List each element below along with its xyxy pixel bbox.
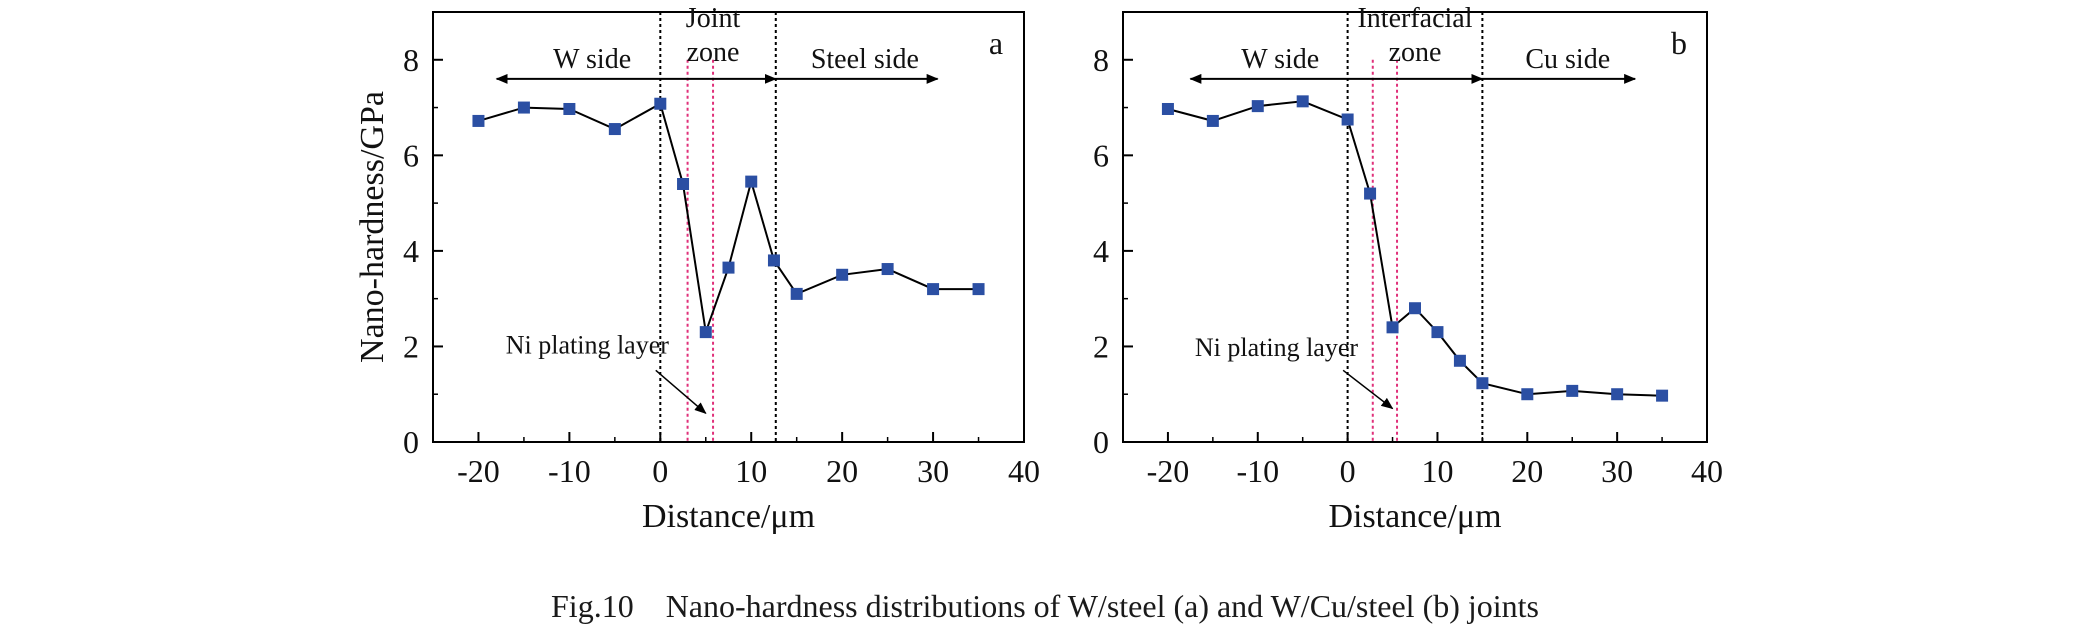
y-tick-label: 6 (403, 137, 419, 173)
data-point (1161, 102, 1174, 115)
x-tick-label: -20 (457, 453, 500, 489)
region-label: W side (1241, 44, 1319, 75)
data-point (1364, 187, 1377, 200)
region-label: zone (687, 37, 740, 68)
chart-panel-b: -20 -10 0 10 20 30 40 0 2 4 6 8 Distance/μm W side Int… (1093, 3, 1723, 535)
x-tick-label: 40 (1008, 453, 1040, 489)
data-point (563, 102, 576, 115)
data-point (1611, 388, 1624, 401)
data-point (654, 97, 667, 110)
y-tick-label: 8 (403, 42, 419, 78)
figure-caption: Fig.10 Nano-hardness distributions of W/… (551, 588, 1539, 624)
panel-label: a (989, 25, 1003, 61)
data-point (881, 263, 894, 276)
annotation-arrow (1342, 369, 1394, 410)
data-point (1431, 326, 1444, 339)
region-label: W side (553, 44, 631, 75)
region-label: Joint (686, 3, 741, 34)
y-axis-label: Nano-hardness/GPa (354, 91, 391, 363)
data-point (608, 123, 621, 136)
data-point (699, 326, 712, 339)
plot-frame (1122, 11, 1708, 443)
data-point (1521, 388, 1534, 401)
y-tick-label: 4 (1093, 233, 1109, 269)
data-point (722, 261, 735, 274)
data-point (972, 283, 985, 296)
data-point (1206, 114, 1219, 127)
data-point (1656, 389, 1669, 402)
y-tick-label: 4 (403, 233, 419, 269)
y-tick-label: 0 (1093, 424, 1109, 460)
x-tick-label: 30 (917, 453, 949, 489)
annotation-arrow (655, 369, 707, 414)
x-tick-label: 20 (1511, 453, 1543, 489)
data-point (1296, 95, 1309, 108)
data-point (745, 175, 758, 188)
data-point (677, 178, 690, 190)
annotation-text: Ni plating layer (506, 331, 670, 360)
x-tick-label: 20 (826, 453, 858, 489)
data-point (927, 283, 940, 296)
data-point (1341, 113, 1354, 126)
x-tick-label: -20 (1147, 453, 1190, 489)
region-label: zone (1389, 37, 1442, 68)
data-point (1476, 377, 1489, 390)
plot-frame (432, 11, 1025, 443)
data-point (836, 268, 849, 281)
data-point (517, 101, 530, 114)
x-tick-label: 40 (1691, 453, 1723, 489)
panel-label: b (1671, 25, 1687, 61)
data-point (790, 287, 803, 300)
x-tick-label: 10 (735, 453, 767, 489)
data-point (1453, 354, 1466, 367)
x-tick-label: 0 (652, 453, 668, 489)
y-tick-label: 0 (403, 424, 419, 460)
data-point (1409, 302, 1421, 315)
region-label: Steel side (811, 44, 919, 75)
y-tick-label: 2 (1093, 328, 1109, 364)
data-point (1251, 100, 1264, 113)
annotation-text: Ni plating layer (1195, 333, 1359, 362)
data-point (472, 114, 485, 127)
region-label: Interfacial (1357, 3, 1472, 34)
y-tick-label: 6 (1093, 137, 1109, 173)
data-point (1386, 321, 1399, 334)
chart-panel-a: -20 -10 0 10 20 30 40 0 2 4 6 8 Distance/μm Nano-hard… (354, 3, 1040, 535)
x-tick-label: 30 (1601, 453, 1633, 489)
data-point (1566, 384, 1579, 397)
y-tick-label: 2 (403, 328, 419, 364)
series-line (478, 102, 979, 333)
x-tick-label: -10 (1236, 453, 1279, 489)
x-tick-label: 10 (1421, 453, 1453, 489)
region-label: Cu side (1525, 44, 1610, 75)
x-axis-label: Distance/μm (642, 498, 815, 535)
data-point (767, 254, 780, 267)
x-tick-label: -10 (548, 453, 591, 489)
x-axis-label: Distance/μm (1328, 498, 1501, 535)
y-tick-label: 8 (1093, 42, 1109, 78)
x-tick-label: 0 (1340, 453, 1356, 489)
